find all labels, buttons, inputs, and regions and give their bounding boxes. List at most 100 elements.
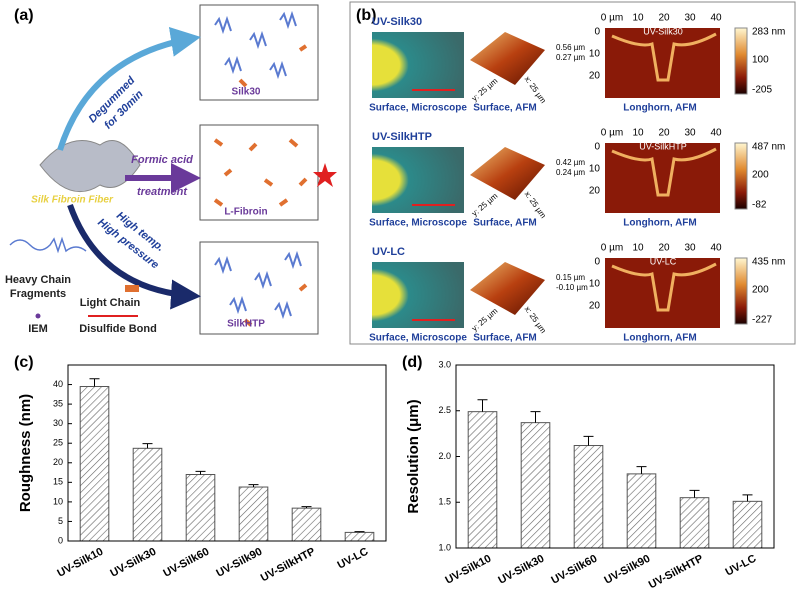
x-tick-label: 30 (684, 243, 696, 254)
afm-range: 0.56 µm (556, 43, 585, 52)
afm-axis: x: 25 µm (523, 75, 548, 106)
colorbar (734, 27, 748, 95)
bar (520, 422, 551, 549)
x-tick-label: UV-Silk90 (602, 553, 652, 587)
legend-label: Heavy Chain (5, 274, 71, 286)
bar (573, 445, 604, 549)
error-bar (301, 506, 312, 509)
bar (732, 500, 763, 549)
x-tick-label: UV-Silk10 (443, 553, 493, 587)
error-bar (89, 378, 100, 387)
afm-range: -0.10 µm (556, 283, 588, 292)
legend-label: Fragments (10, 288, 66, 300)
arrow-label: treatment (137, 186, 188, 198)
y-tick-label: 20 (589, 186, 601, 197)
bar (238, 486, 269, 542)
bar (185, 474, 216, 542)
x-tick-label: UV-LC (724, 553, 759, 579)
caption: Longhorn, AFM (623, 103, 697, 114)
x-tick-label: UV-Silk30 (108, 546, 158, 580)
x-tick-label: UV-Silk10 (55, 546, 105, 580)
y-tick-label: 20 (589, 301, 601, 312)
x-tick-label: 40 (710, 243, 722, 254)
longhorn (611, 262, 717, 312)
x-tick-label: UV-Silk90 (214, 546, 264, 580)
caption: Surface, AFM (473, 333, 537, 344)
fiber-label: Silk Fibroin Fiber (31, 195, 114, 206)
afm-axis: y: 25 µm (470, 76, 500, 103)
error-bar (142, 443, 153, 449)
panel-label: (c) (14, 354, 34, 371)
y-axis-label: Roughness (nm) (17, 394, 34, 512)
colorbar-label: -82 (752, 200, 767, 211)
y-tick-label: 35 (53, 398, 63, 408)
bar (291, 507, 322, 542)
caption: Longhorn, AFM (623, 333, 697, 344)
afm-axis: x: 25 µm (523, 190, 548, 221)
y-tick-label: 2.0 (438, 451, 451, 461)
caption: Longhorn, AFM (623, 218, 697, 229)
legend-icon (125, 285, 139, 292)
x-tick-label: UV-SilkHTP (259, 546, 318, 585)
colorbar (734, 142, 748, 210)
x-tick-label: UV-LC (336, 546, 371, 572)
bar (467, 411, 498, 549)
afm-range: 0.15 µm (556, 273, 585, 282)
y-tick-label: 10 (53, 496, 63, 506)
fiber (39, 140, 141, 193)
y-tick-label: 0 (594, 142, 600, 153)
y-tick-label: 10 (589, 279, 601, 290)
x-tick-label: 0 µm (601, 128, 623, 139)
bar (679, 497, 710, 549)
x-tick-label: UV-Silk60 (549, 553, 599, 587)
x-tick-label: 30 (684, 13, 696, 24)
y-tick-label: 10 (589, 49, 601, 60)
bar (344, 531, 375, 542)
x-tick-label: 10 (632, 243, 644, 254)
y-tick-label: 20 (53, 457, 63, 467)
image-label: UV-SilkHTP (639, 141, 687, 151)
colorbar-label: -205 (752, 85, 772, 96)
sample-name: UV-SilkHTP (372, 131, 432, 143)
panel-label: (b) (356, 7, 376, 24)
y-tick-label: 30 (53, 418, 63, 428)
error-bar (689, 489, 700, 498)
y-tick-label: 10 (589, 164, 601, 175)
x-tick-label: UV-SilkHTP (647, 553, 706, 590)
caption: Surface, Microscope (369, 103, 467, 114)
bar (132, 447, 163, 542)
arrow (57, 27, 201, 151)
y-axis-label: Resolution (μm) (405, 399, 422, 513)
rods (213, 44, 308, 327)
longhorn (611, 32, 717, 82)
box-label: SilkHTP (227, 319, 265, 330)
microscope-image (372, 147, 464, 213)
x-tick-label: 30 (684, 128, 696, 139)
colorbar-label: -227 (752, 315, 772, 326)
y-tick-label: 25 (53, 438, 63, 448)
panel-label: (d) (402, 354, 422, 371)
microscope-image (372, 262, 464, 328)
colorbar-label: 200 (752, 285, 769, 296)
x-tick-label: UV-Silk60 (161, 546, 211, 580)
legend-label: IEM (28, 323, 48, 335)
afm-surface (470, 147, 545, 200)
y-tick-label: 2.5 (438, 405, 451, 415)
x-tick-label: 10 (632, 128, 644, 139)
y-tick-label: 1.5 (438, 497, 451, 507)
coils (214, 10, 302, 320)
colorbar-label: 283 nm (752, 27, 785, 38)
caption: Surface, Microscope (369, 218, 467, 229)
caption: Surface, AFM (473, 103, 537, 114)
box-label: Silk30 (232, 87, 261, 98)
panel-label: (a) (14, 7, 34, 24)
y-tick-label: 0 (594, 27, 600, 38)
error-bar (742, 494, 753, 502)
microscope-image (372, 32, 464, 98)
sample-name: UV-Silk30 (372, 16, 422, 28)
longhorn (611, 147, 717, 197)
x-tick-label: 20 (658, 13, 670, 24)
charts: (c) Roughness (nm) 0 5 10 15 20 25 30 35 40 UV-Silk… (14, 354, 775, 590)
error-bar (583, 435, 594, 446)
caption: Surface, AFM (473, 218, 537, 229)
